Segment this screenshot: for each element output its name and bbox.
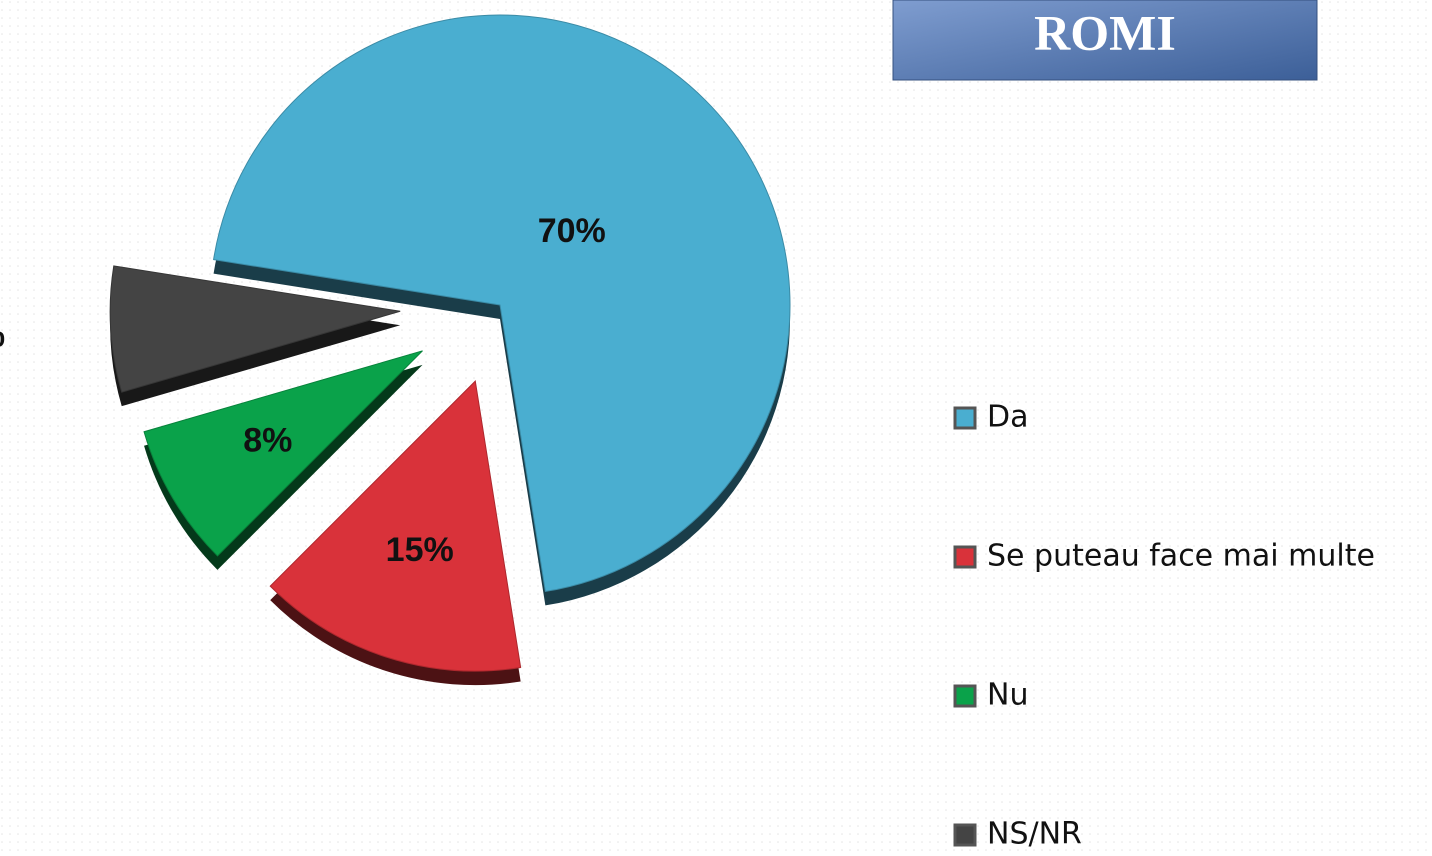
legend: Da Se puteau face mai multe Nu NS/NR: [953, 400, 1375, 852]
slice: [269, 380, 522, 672]
legend-label: Da: [987, 400, 1028, 435]
legend-swatch: [953, 684, 977, 708]
slice: [109, 265, 401, 393]
legend-label: Nu: [987, 678, 1028, 713]
legend-label: Se puteau face mai multe: [987, 539, 1375, 574]
title-box: [892, 0, 1318, 81]
slice: [212, 14, 791, 593]
pie: 70% 15% 8% 7%: [0, 14, 791, 686]
legend-swatch: [953, 406, 977, 430]
chart-title: ROMI: [1034, 4, 1176, 60]
data-label: 70%: [538, 212, 606, 250]
legend-swatch: [953, 545, 977, 569]
slice: [143, 350, 423, 557]
data-label: 8%: [243, 421, 292, 459]
legend-swatch: [953, 823, 977, 847]
legend-label: NS/NR: [987, 817, 1082, 852]
data-label: 15%: [386, 531, 454, 569]
data-label: 7%: [0, 317, 5, 355]
